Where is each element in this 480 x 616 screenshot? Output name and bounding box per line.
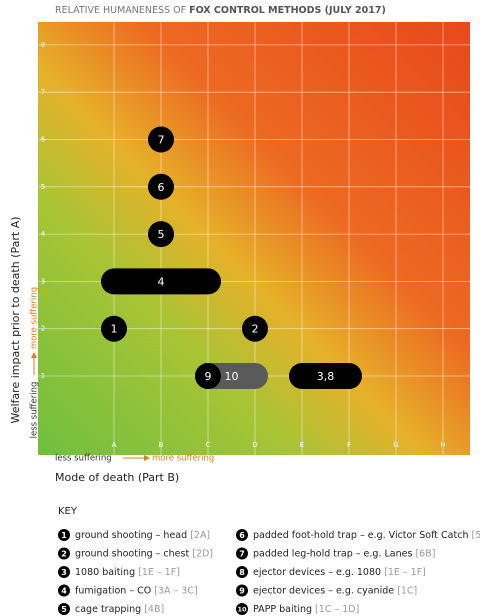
key-text: ejector devices – e.g. 1080: [253, 567, 381, 578]
key-text: 1080 baiting: [75, 567, 135, 578]
y-tick-label: 4: [41, 230, 46, 238]
x-tick-label: A: [112, 441, 117, 449]
plot-background: [38, 22, 470, 455]
item-label: 1: [111, 323, 118, 336]
key-number: 6: [239, 531, 245, 540]
key-number: 3: [61, 568, 67, 577]
x-tick-label: C: [206, 441, 211, 449]
key-entry: ejector devices – e.g. 1080 [1E – 1F]: [253, 567, 426, 578]
y-axis-label: Welfare impact prior to death (Part A): [9, 216, 22, 423]
x-tick-label: E: [300, 441, 304, 449]
item-marker: [289, 363, 362, 389]
key-number: 7: [239, 550, 245, 559]
key-text: ground shooting – chest: [75, 548, 189, 559]
key-badge: [236, 584, 248, 597]
key-entry: ground shooting – chest [2D]: [75, 548, 213, 559]
y-tick-label: 6: [41, 136, 46, 144]
item-label: 2: [252, 323, 259, 336]
key-code: [2D]: [192, 548, 213, 559]
item-label: 5: [158, 228, 165, 241]
x-tick-label: G: [393, 441, 398, 449]
x-tick-label: B: [159, 441, 164, 449]
key-badge: [236, 566, 248, 578]
key-badge: [58, 603, 70, 615]
key-entry: padded foot-hold trap – e.g. Victor Soft…: [253, 530, 480, 541]
x-axis-label: Mode of death (Part B): [55, 471, 179, 484]
key-badge: [58, 529, 70, 541]
key-number: 10: [237, 606, 247, 614]
item-label: 7: [158, 134, 165, 147]
key-badge: [58, 566, 70, 578]
key: 1 ground shooting – head [2A] 2 ground shoo…: [58, 529, 480, 615]
key-badge: [236, 603, 248, 615]
item-label: 4: [158, 275, 165, 288]
y-tick-label: 3: [41, 277, 45, 285]
key-text: PAPP baiting: [253, 604, 312, 615]
key-number: 8: [239, 568, 245, 577]
item-marker: [148, 126, 174, 153]
key-text: ejector devices – e.g. cyanide: [253, 585, 394, 596]
key-code: [1E – 1F]: [384, 567, 426, 578]
item-label: 6: [158, 181, 165, 194]
key-text: padded foot-hold trap – e.g. Victor Soft…: [253, 530, 468, 541]
key-code: [1E – 1F]: [138, 567, 180, 578]
x-arrow-head: [144, 455, 150, 461]
x-low-label: less suffering: [55, 454, 112, 464]
key-entry: padded leg-hold trap – e.g. Lanes [6B]: [253, 548, 435, 559]
key-entry: 1080 baiting [1E – 1F]: [75, 567, 180, 578]
chart-title: RELATIVE HUMANENESS OF FOX CONTROL METHO…: [55, 5, 386, 16]
key-badge: [236, 529, 248, 541]
key-badge: [58, 547, 70, 560]
key-number: 2: [61, 550, 67, 559]
key-code: [4B]: [144, 604, 164, 615]
y-high-label: more suffering: [30, 287, 40, 349]
key-code: [2A]: [190, 530, 210, 541]
x-tick-label: D: [252, 441, 257, 449]
key-number: 4: [61, 587, 67, 596]
y-tick-label: 1: [41, 372, 45, 380]
y-arrow-head: [31, 352, 37, 358]
y-low-label: less suffering: [30, 382, 40, 439]
item-label: 10: [225, 370, 239, 383]
key-number: 5: [61, 605, 67, 614]
key-text: padded leg-hold trap – e.g. Lanes: [253, 548, 412, 559]
y-tick-label: 5: [41, 183, 45, 191]
key-code: [3A – 3C]: [154, 585, 197, 596]
key-title: KEY: [58, 506, 78, 517]
key-text: ground shooting – head: [75, 530, 187, 541]
key-code: [5B]: [472, 530, 480, 541]
item-marker: [101, 315, 127, 342]
key-entry: fumigation – CO [3A – 3C]: [75, 585, 198, 596]
title-bold: FOX CONTROL METHODS (JULY 2017): [189, 5, 386, 16]
marks: 4 1 2 5 6 7 10 9 3,8: [101, 126, 362, 389]
key-number: 9: [239, 587, 245, 596]
item-label: 3,8: [317, 370, 335, 383]
key-text: cage trapping: [75, 604, 141, 615]
y-tick-label: 8: [41, 41, 45, 49]
item-label: 9: [205, 370, 212, 383]
item-marker: [101, 268, 221, 295]
key-code: [6B]: [415, 548, 435, 559]
key-entry: ejector devices – e.g. cyanide [1C]: [253, 585, 417, 596]
key-number: 1: [61, 531, 67, 540]
y-tick-label: 2: [41, 325, 45, 333]
x-tick-label: H: [440, 441, 445, 449]
item-marker: [195, 363, 221, 389]
key-code: [1C]: [397, 585, 417, 596]
x-tick-label: F: [347, 441, 351, 449]
x-high-label: more suffering: [152, 454, 214, 464]
key-text: fumigation – CO: [75, 585, 151, 596]
key-badge: [58, 584, 70, 597]
key-entry: ground shooting – head [2A]: [75, 530, 210, 541]
key-badge: [236, 547, 248, 560]
key-entry: PAPP baiting [1C – 1D]: [253, 604, 359, 615]
item-marker: [148, 221, 174, 248]
item-marker: [148, 173, 174, 200]
item-marker: [242, 315, 268, 342]
key-entry: cage trapping [4B]: [75, 604, 164, 615]
key-code: [1C – 1D]: [315, 604, 359, 615]
title-prefix: RELATIVE HUMANENESS OF: [55, 5, 186, 16]
y-tick-label: 7: [41, 88, 45, 96]
